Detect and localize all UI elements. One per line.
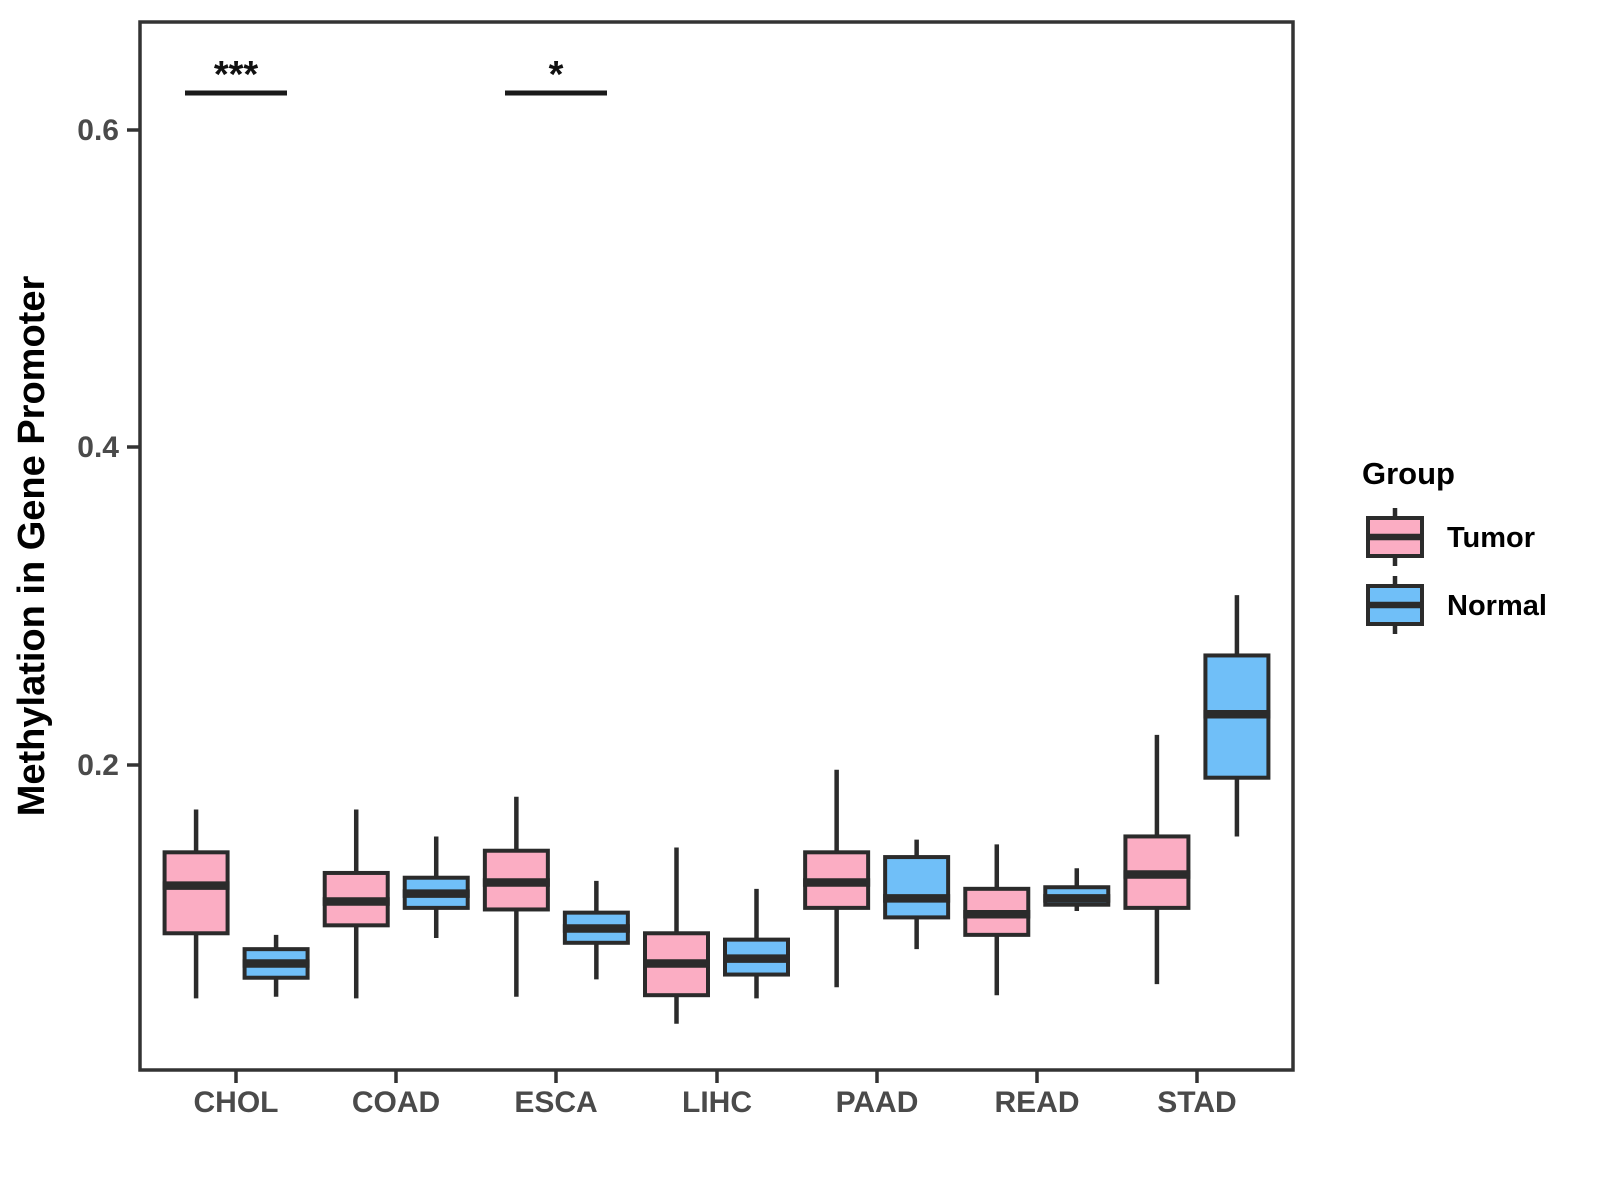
boxplot-paad-tumor bbox=[803, 769, 871, 988]
boxplot-coad-normal bbox=[402, 836, 470, 939]
legend-title: Group bbox=[1362, 456, 1455, 491]
y-tick-label: 0.4 bbox=[77, 431, 119, 464]
legend-label-normal: Normal bbox=[1447, 590, 1547, 622]
significance-label: *** bbox=[214, 54, 259, 96]
boxplot-paad-normal bbox=[883, 839, 951, 950]
x-axis: CHOL COAD ESCA LIHC PAAD READ STAD bbox=[194, 1070, 1237, 1119]
x-category-label: PAAD bbox=[836, 1086, 919, 1119]
legend-label-tumor: Tumor bbox=[1447, 522, 1535, 554]
y-axis: 0.2 0.4 0.6 bbox=[77, 114, 140, 782]
x-category-label: ESCA bbox=[514, 1086, 597, 1119]
x-category-label: STAD bbox=[1157, 1086, 1236, 1119]
x-category-label: LIHC bbox=[682, 1086, 752, 1119]
boxplot-chol-tumor bbox=[162, 809, 230, 999]
legend-key-normal: Normal bbox=[1366, 576, 1547, 634]
legend: Group Tumor Normal bbox=[1362, 456, 1547, 634]
boxplot-esca-normal bbox=[562, 880, 630, 980]
x-category-label: CHOL bbox=[194, 1086, 279, 1119]
boxplot-lihc-tumor bbox=[643, 847, 710, 1024]
boxplot-chol-normal bbox=[242, 934, 310, 997]
boxplot-read-tumor bbox=[963, 844, 1031, 996]
plot-panel bbox=[140, 22, 1293, 1070]
boxplot-esca-tumor bbox=[482, 796, 550, 997]
boxplot-lihc-normal bbox=[723, 888, 790, 999]
iqr-box bbox=[883, 855, 951, 920]
x-category-label: COAD bbox=[352, 1086, 440, 1119]
boxplot-layer bbox=[162, 595, 1271, 1024]
boxplot-read-normal bbox=[1043, 868, 1111, 912]
boxplot-coad-tumor bbox=[322, 809, 390, 999]
boxplot-stad-tumor bbox=[1123, 734, 1191, 985]
significance-label: * bbox=[549, 54, 564, 96]
boxplot-stad-normal bbox=[1203, 595, 1271, 837]
x-category-label: READ bbox=[994, 1086, 1079, 1119]
legend-key-tumor: Tumor bbox=[1366, 508, 1535, 566]
y-tick-label: 0.6 bbox=[77, 114, 119, 147]
significance-annotation-esca: * bbox=[505, 54, 607, 96]
significance-annotation-chol: *** bbox=[185, 54, 287, 96]
iqr-box bbox=[162, 850, 230, 936]
y-axis-title: Methylation in Gene Promoter bbox=[11, 276, 53, 817]
y-tick-label: 0.2 bbox=[77, 749, 119, 782]
